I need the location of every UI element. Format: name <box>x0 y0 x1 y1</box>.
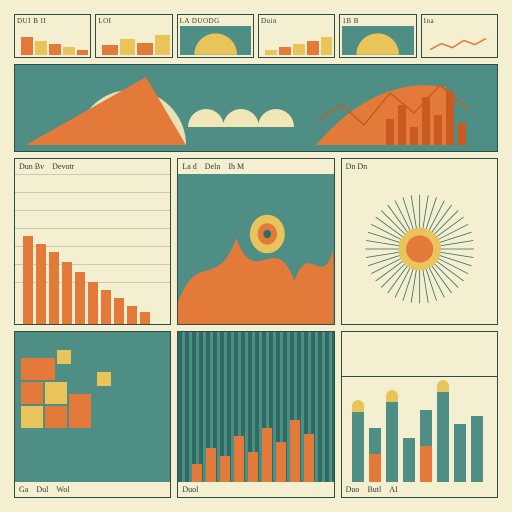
panel-bottom-labels: GaDulWol <box>15 482 170 497</box>
panel-body <box>342 174 497 324</box>
header-row: DUI B II LOI LA DUODG Duin 1B B Ina <box>14 14 498 58</box>
header-mini-arc <box>180 26 251 55</box>
panel-labels: La dDelnIh M <box>178 159 333 174</box>
header-cell-3: Duin <box>258 14 335 58</box>
header-label: DUI B II <box>17 17 88 25</box>
panel-sunburst: Dn Dn <box>341 158 498 325</box>
landscape-panorama <box>14 64 498 152</box>
header-mini-half-sun <box>342 26 413 55</box>
panel-labels: Dn Dn <box>342 159 497 174</box>
header-label: Ina <box>424 17 495 25</box>
header-label: LOI <box>98 17 169 25</box>
panel-body <box>178 332 333 482</box>
header-cell-5: Ina <box>421 14 498 58</box>
panel-bar-compare: DuoButlAI <box>341 331 498 498</box>
main-grid: Dun BvDevotr La dDelnIh M Dn Dn GaDulWol Duo… <box>14 158 498 498</box>
header-mini-bars-stack <box>98 26 169 55</box>
header-mini-bars-desc <box>17 26 88 55</box>
panel-body <box>15 332 170 482</box>
header-cell-0: DUI B II <box>14 14 91 58</box>
panel-bar-desc: Dun BvDevotr <box>14 158 171 325</box>
panel-bottom-labels: Duol <box>178 482 333 497</box>
panel-body <box>15 174 170 324</box>
header-mini-line <box>424 26 495 55</box>
panel-area-wave-with-target: La dDelnIh M <box>177 158 334 325</box>
panel-treemap: GaDulWol <box>14 331 171 498</box>
header-cell-2: LA DUODG <box>177 14 254 58</box>
header-cell-1: LOI <box>95 14 172 58</box>
panel-bottom-labels: DuoButlAI <box>342 482 497 497</box>
header-label: LA DUODG <box>180 17 251 25</box>
panel-vertical-stripes: Duol <box>177 331 334 498</box>
panel-body <box>178 174 333 324</box>
header-label: Duin <box>261 17 332 25</box>
header-label: 1B B <box>342 17 413 25</box>
panel-labels: Dun BvDevotr <box>15 159 170 174</box>
panel-body <box>342 332 497 482</box>
header-cell-4: 1B B <box>339 14 416 58</box>
page-root: DUI B II LOI LA DUODG Duin 1B B Ina Dun BvDevo… <box>0 0 512 512</box>
header-mini-bars-asc <box>261 26 332 55</box>
